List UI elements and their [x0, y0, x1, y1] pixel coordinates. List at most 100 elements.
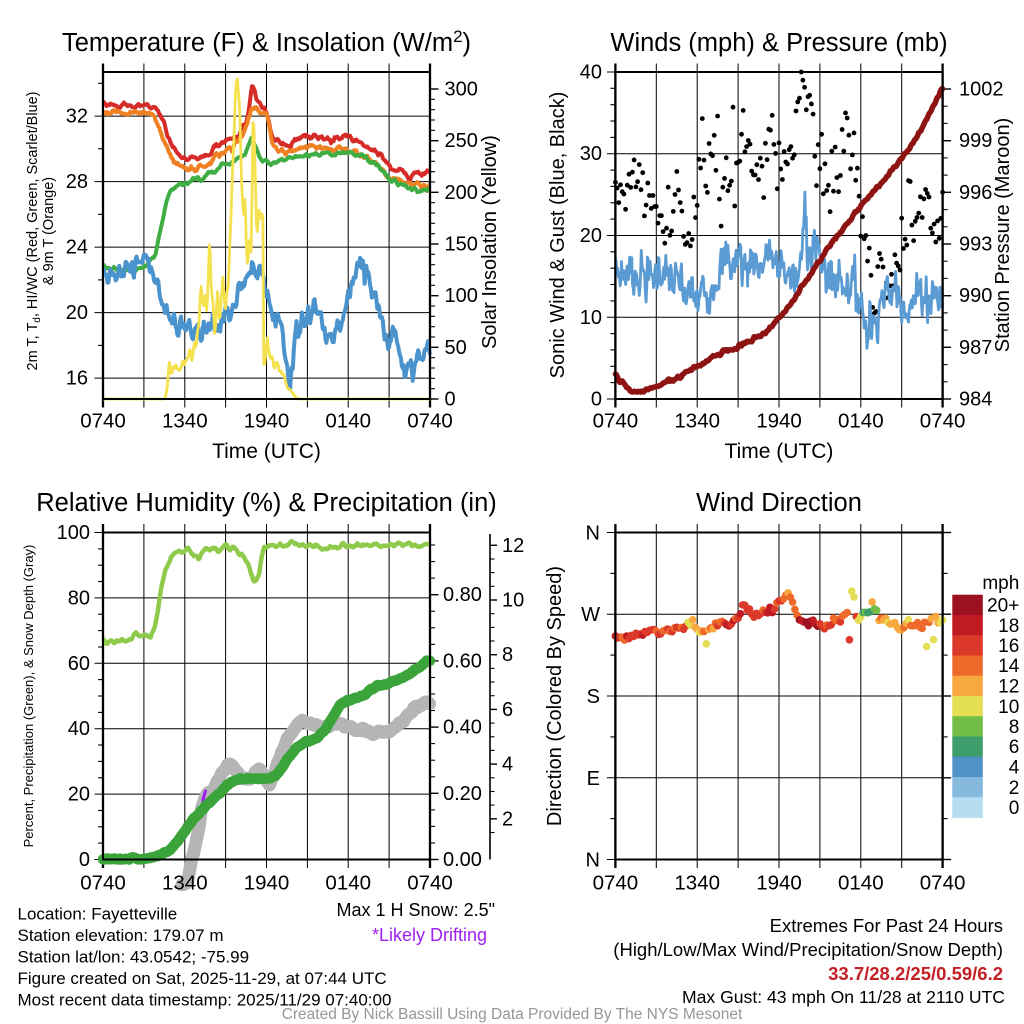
- svg-text:16: 16: [66, 368, 88, 390]
- svg-text:(High/Low/Max Wind/Precipitati: (High/Low/Max Wind/Precipitation/Snow De…: [613, 939, 1003, 960]
- svg-text:18: 18: [998, 616, 1019, 637]
- svg-text:20: 20: [66, 302, 88, 324]
- svg-text:32: 32: [66, 106, 88, 128]
- svg-text:0.40: 0.40: [443, 717, 482, 739]
- svg-text:Station Pressure (Maroon): Station Pressure (Maroon): [992, 118, 1014, 353]
- svg-text:mph: mph: [982, 573, 1019, 594]
- svg-text:33.7/28.2/25/0.59/6.2: 33.7/28.2/25/0.59/6.2: [828, 963, 1003, 984]
- svg-text:100: 100: [445, 285, 478, 307]
- svg-text:Station lat/lon: 43.0542; -75.: Station lat/lon: 43.0542; -75.99: [18, 948, 250, 967]
- svg-text:40: 40: [580, 62, 602, 84]
- svg-text:0740: 0740: [593, 872, 639, 895]
- svg-text:1340: 1340: [674, 872, 720, 895]
- svg-text:4: 4: [1009, 758, 1020, 779]
- svg-text:987: 987: [959, 337, 992, 359]
- svg-text:0.20: 0.20: [443, 783, 482, 805]
- svg-text:2m T, Td, HI/WC (Red, Green, S: 2m T, Td, HI/WC (Red, Green, Scarlet/Blu…: [25, 92, 43, 371]
- svg-text:14: 14: [998, 656, 1020, 677]
- svg-text:1940: 1940: [756, 410, 802, 433]
- svg-text:993: 993: [959, 234, 992, 256]
- svg-text:Temperature (F) & Insolation (: Temperature (F) & Insolation (W/m2): [62, 27, 471, 57]
- svg-text:Solar Insolation (Yellow): Solar Insolation (Yellow): [479, 135, 501, 349]
- svg-text:2: 2: [502, 808, 513, 830]
- svg-text:Created By Nick Bassill Using: Created By Nick Bassill Using Data Provi…: [282, 1006, 743, 1023]
- svg-text:Winds (mph) & Pressure (mb): Winds (mph) & Pressure (mb): [610, 29, 947, 57]
- svg-text:0.60: 0.60: [443, 650, 482, 672]
- svg-text:8: 8: [1009, 717, 1020, 738]
- svg-text:0: 0: [591, 389, 602, 411]
- svg-text:0: 0: [445, 389, 456, 411]
- svg-text:996: 996: [959, 182, 992, 204]
- svg-text:Location: Fayetteville: Location: Fayetteville: [18, 905, 178, 924]
- svg-text:999: 999: [959, 130, 992, 152]
- svg-text:1940: 1940: [244, 872, 290, 895]
- svg-text:E: E: [587, 768, 600, 790]
- svg-text:1940: 1940: [244, 410, 290, 433]
- svg-text:0.00: 0.00: [443, 849, 482, 871]
- svg-text:300: 300: [445, 79, 478, 101]
- svg-text:1940: 1940: [756, 872, 802, 895]
- svg-text:100: 100: [57, 522, 90, 544]
- svg-text:12: 12: [998, 677, 1019, 698]
- svg-text:0140: 0140: [838, 872, 884, 895]
- svg-text:0740: 0740: [920, 410, 966, 433]
- svg-text:80: 80: [68, 587, 90, 609]
- svg-text:Max Gust: 43 mph On 11/28 at 2: Max Gust: 43 mph On 11/28 at 2110 UTC: [682, 987, 1005, 1007]
- svg-text:N: N: [586, 850, 600, 872]
- svg-text:24: 24: [66, 237, 88, 259]
- svg-text:1340: 1340: [162, 872, 208, 895]
- svg-text:W: W: [581, 604, 600, 626]
- svg-text:150: 150: [445, 234, 478, 256]
- svg-text:Extremes For Past 24 Hours: Extremes For Past 24 Hours: [770, 915, 1003, 936]
- svg-text:2: 2: [1009, 778, 1020, 799]
- svg-text:10: 10: [502, 590, 524, 612]
- svg-text:0.80: 0.80: [443, 584, 482, 606]
- svg-text:S: S: [587, 686, 600, 708]
- svg-text:12: 12: [502, 535, 524, 557]
- svg-text:0140: 0140: [838, 410, 884, 433]
- svg-text:N: N: [586, 523, 600, 545]
- svg-text:0740: 0740: [80, 410, 126, 433]
- svg-text:6: 6: [1009, 737, 1020, 758]
- svg-text:Time (UTC): Time (UTC): [212, 440, 321, 463]
- svg-text:40: 40: [68, 718, 90, 740]
- svg-text:20+: 20+: [987, 596, 1019, 617]
- svg-text:0740: 0740: [407, 872, 453, 895]
- svg-text:10: 10: [580, 307, 602, 329]
- svg-text:Percent, Precipitation (Green): Percent, Precipitation (Green), & Snow D…: [21, 545, 36, 848]
- svg-text:0740: 0740: [593, 410, 639, 433]
- svg-text:Relative Humidity (%) & Precip: Relative Humidity (%) & Precipitation (i…: [36, 489, 497, 517]
- svg-text:60: 60: [68, 653, 90, 675]
- svg-text:0740: 0740: [920, 872, 966, 895]
- svg-text:0740: 0740: [407, 410, 453, 433]
- svg-text:Station elevation: 179.07 m: Station elevation: 179.07 m: [18, 926, 224, 945]
- svg-text:8: 8: [502, 644, 513, 666]
- svg-text:0140: 0140: [325, 410, 371, 433]
- svg-text:250: 250: [445, 130, 478, 152]
- svg-text:0740: 0740: [80, 872, 126, 895]
- svg-text:30: 30: [580, 143, 602, 165]
- svg-text:16: 16: [998, 636, 1019, 657]
- svg-text:Most recent data timestamp: 20: Most recent data timestamp: 2025/11/29 0…: [18, 991, 392, 1010]
- svg-text:*Likely Drifting: *Likely Drifting: [372, 925, 487, 945]
- svg-text:Direction (Colored By Speed): Direction (Colored By Speed): [544, 566, 566, 826]
- svg-text:0140: 0140: [325, 872, 371, 895]
- svg-text:4: 4: [502, 754, 513, 776]
- svg-text:200: 200: [445, 182, 478, 204]
- svg-text:10: 10: [998, 697, 1019, 718]
- svg-text:990: 990: [959, 285, 992, 307]
- svg-text:6: 6: [502, 699, 513, 721]
- svg-text:& 9m T (Orange): & 9m T (Orange): [41, 177, 57, 285]
- svg-text:28: 28: [66, 171, 88, 193]
- svg-text:20: 20: [68, 784, 90, 806]
- svg-text:Max 1 H Snow: 2.5": Max 1 H Snow: 2.5": [337, 900, 495, 920]
- svg-text:Time (UTC): Time (UTC): [725, 440, 834, 463]
- svg-text:1340: 1340: [162, 410, 208, 433]
- svg-text:Wind Direction: Wind Direction: [696, 489, 862, 517]
- svg-text:1002: 1002: [959, 79, 1004, 101]
- svg-text:Figure created on Sat, 2025-11: Figure created on Sat, 2025-11-29, at 07…: [18, 969, 387, 988]
- svg-text:984: 984: [959, 389, 992, 411]
- svg-text:20: 20: [580, 225, 602, 247]
- svg-text:0: 0: [79, 849, 90, 871]
- svg-text:0: 0: [1009, 798, 1020, 819]
